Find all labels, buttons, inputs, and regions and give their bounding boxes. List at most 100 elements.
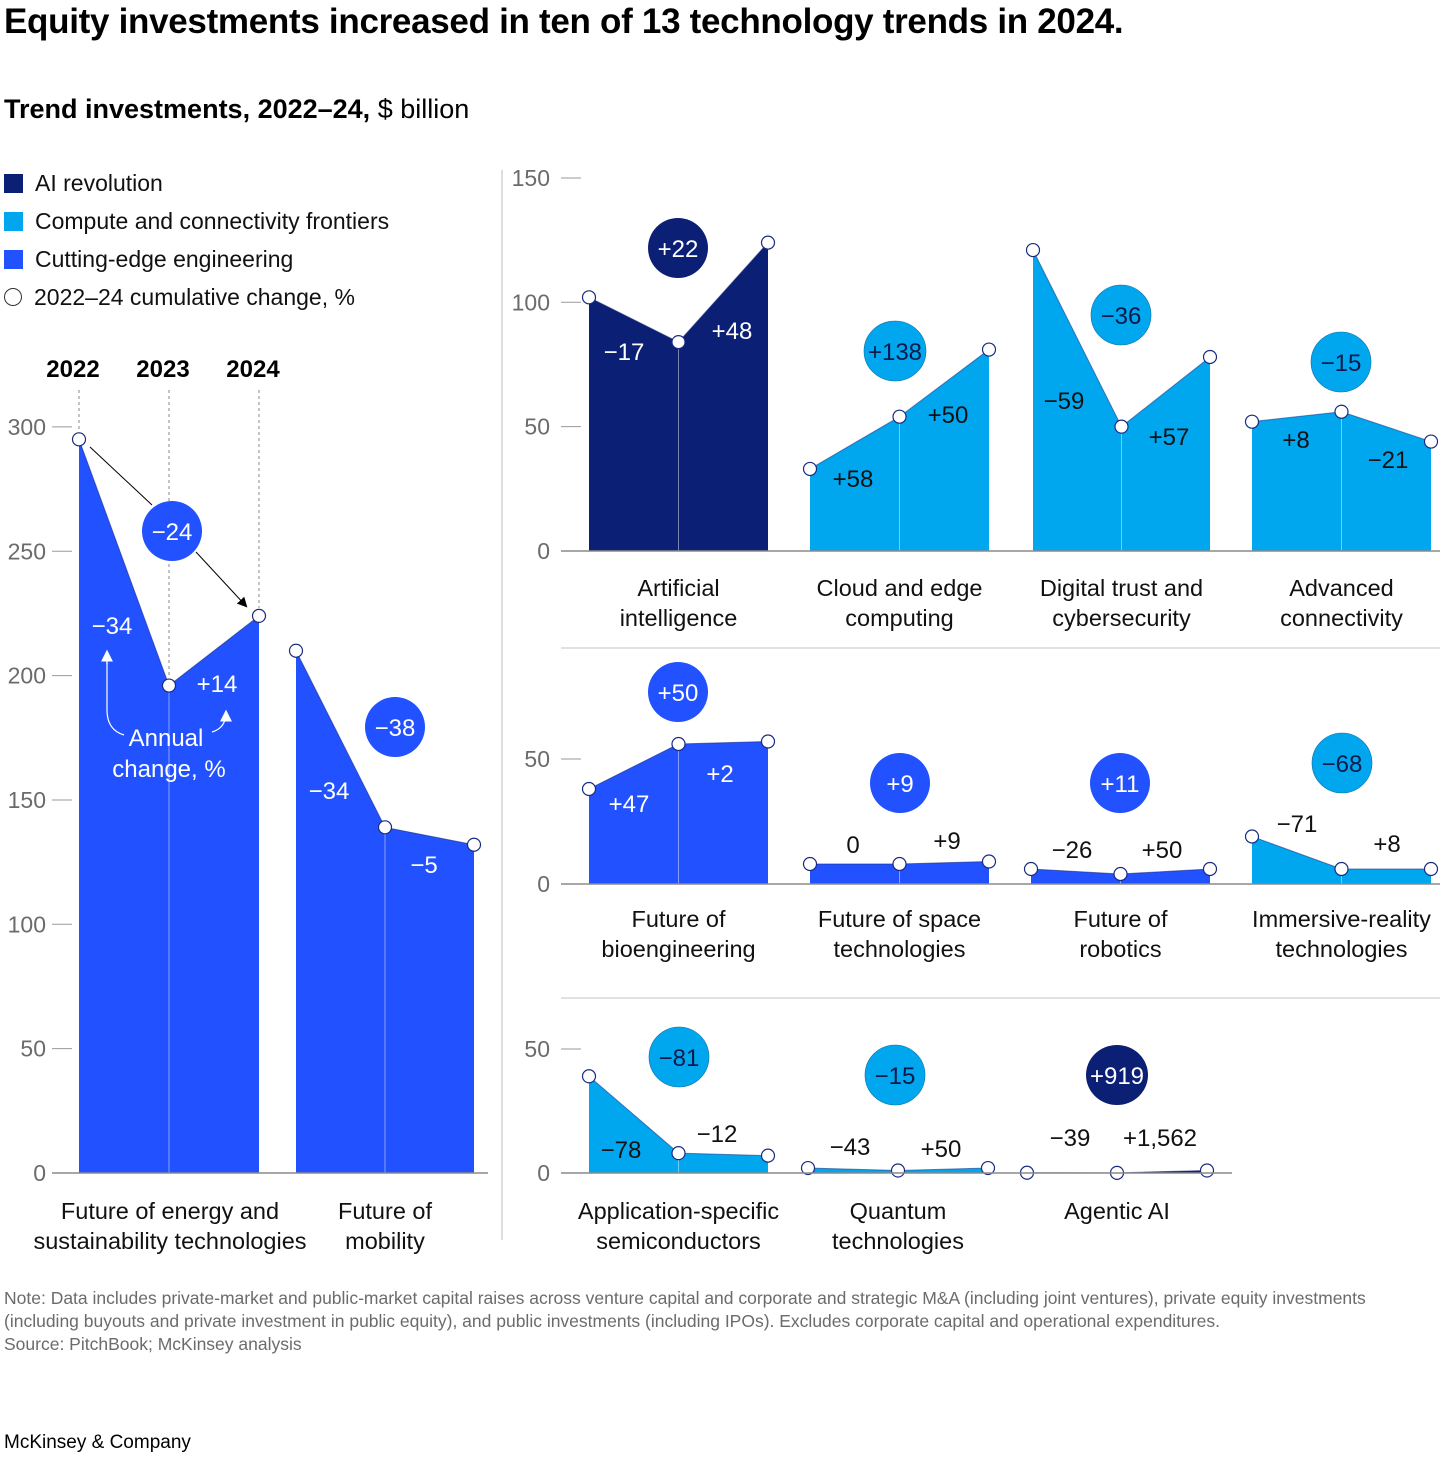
y-tick-label: 50	[20, 1036, 46, 1062]
series-immersive-reality-technologies: −71 +8 −68 Immersive-reality technologies	[1244, 732, 1439, 962]
y-tick-label: 0	[537, 871, 550, 897]
area-mark	[589, 1076, 768, 1173]
series-advanced-connectivity: +8 −21 −15 Advanced connectivity	[1244, 331, 1439, 631]
annotation-label: Annual	[129, 725, 204, 752]
annual-change-label: +48	[712, 318, 753, 345]
category-label: Immersive-reality	[1252, 906, 1431, 932]
legend: AI revolution Compute and connectivity f…	[4, 164, 389, 316]
category-label: Agentic AI	[1064, 1198, 1170, 1224]
annual-change-label: −34	[92, 613, 133, 640]
series-digital-trust-and-cybersecurity: −59 +57 −36 Digital trust and cybersecurity	[1025, 242, 1218, 631]
subtitle-main: Trend investments, 2022–24,	[4, 94, 371, 124]
cumulative-change-bubble	[1086, 1045, 1148, 1105]
area-mark	[296, 650, 474, 1173]
y-tick-label: 0	[537, 538, 550, 564]
area-mark	[810, 349, 989, 551]
cumulative-change-label: −68	[1322, 751, 1363, 778]
area-mark	[589, 741, 768, 884]
y-tick-label: 250	[8, 538, 46, 564]
cumulative-change-bubble	[648, 662, 708, 722]
series-cloud-and-edge-computing: +58 +50 +138 Cloud and edge computing	[802, 320, 997, 631]
category-label: connectivity	[1280, 605, 1403, 631]
annual-change-label: −17	[604, 339, 645, 366]
data-point-2023	[892, 856, 907, 872]
data-point-2023	[671, 736, 686, 752]
annual-change-label: −26	[1052, 837, 1093, 864]
category-label: Future of	[1073, 906, 1168, 932]
data-point-2024	[1423, 861, 1439, 877]
category-label: Cloud and edge	[817, 575, 983, 601]
legend-label: 2022–24 cumulative change, %	[34, 283, 355, 310]
annual-change-label: +50	[1142, 837, 1183, 864]
cumulative-change-bubble	[142, 501, 202, 561]
annotation-label: change, %	[112, 756, 225, 783]
data-point-2024	[980, 1160, 996, 1176]
y-tick-label: 200	[8, 663, 46, 689]
cumulative-change-label: −24	[152, 519, 193, 546]
cumulative-change-label: −15	[1321, 350, 1362, 377]
area-mark	[589, 242, 768, 551]
category-label: cybersecurity	[1052, 605, 1191, 631]
cumulative-change-bubble	[863, 320, 927, 382]
annual-change-label: −59	[1044, 388, 1085, 415]
annual-change-label: +8	[1282, 427, 1309, 454]
data-point-2023	[1334, 861, 1349, 877]
series-future-of-space-technologies: 0 +9 +9 Future of space technologies	[802, 753, 997, 962]
data-point-2024	[981, 854, 997, 869]
area-mark	[1252, 411, 1431, 551]
cumulative-change-bubble	[648, 218, 708, 278]
panel-middle-right: 0 50 +47 +2 +50 Future of bioengineering 0 +9 +9 F…	[524, 662, 1440, 962]
cumulative-change-label: +9	[886, 771, 913, 798]
legend-item-ai-revolution: AI revolution	[4, 164, 389, 202]
annual-change-label: +8	[1373, 831, 1400, 858]
data-point-2024	[1202, 349, 1218, 365]
cumulative-change-bubble	[365, 697, 425, 757]
cumulative-change-bubble	[870, 753, 930, 813]
cumulative-change-bubble	[864, 1044, 926, 1106]
category-label: Future of energy and	[61, 1198, 279, 1224]
y-tick-label: 150	[8, 787, 46, 813]
category-label: Application-specific	[578, 1198, 779, 1224]
cumulative-change-bubble	[1090, 284, 1152, 346]
y-tick-label: 0	[33, 1160, 46, 1186]
y-tick-label: 50	[524, 414, 550, 440]
category-label: Quantum	[850, 1198, 947, 1224]
data-point-2024	[1202, 861, 1218, 877]
annual-change-label: +9	[933, 828, 960, 855]
category-label: Future of space	[818, 906, 981, 932]
panel-top-right: 0 50 100 150 −17 +48 +22 Artificial intelligence…	[512, 165, 1440, 631]
cumulative-change-label: −36	[1101, 303, 1142, 330]
category-label: Future of	[631, 906, 726, 932]
annual-change-label: +2	[706, 761, 733, 788]
cumulative-arrow-icon	[195, 551, 248, 608]
year-label-2023: 2023	[136, 356, 189, 383]
annual-change-label: −39	[1050, 1125, 1091, 1152]
category-label: mobility	[345, 1228, 425, 1254]
y-tick-label: 50	[524, 746, 550, 772]
data-point-2023	[377, 820, 393, 835]
legend-swatch-icon	[4, 211, 23, 231]
chart-subtitle: Trend investments, 2022–24, $ billion	[4, 94, 469, 125]
series-agentic-ai: −39 +1,562 +919 Agentic AI	[1019, 1045, 1215, 1224]
chart-canvas: 0 50 100 150 200 250 300 2022 2023 2024 −34 +14 −24 F…	[8, 165, 1440, 1254]
data-point-2024	[1423, 434, 1439, 449]
data-point-2023	[671, 334, 686, 350]
data-point-2024	[1199, 1163, 1215, 1178]
category-label: technologies	[834, 936, 966, 962]
category-label: technologies	[832, 1228, 964, 1254]
area-mark	[79, 439, 259, 1174]
callout-arrow-icon	[211, 709, 232, 733]
data-point-2022	[1244, 414, 1260, 429]
annual-change-label: +50	[921, 1136, 962, 1163]
data-point-2022	[1244, 829, 1260, 844]
data-point-2022	[581, 290, 597, 305]
area-mark	[1033, 250, 1210, 551]
cumulative-change-label: +50	[658, 680, 699, 707]
y-tick-label: 150	[512, 165, 550, 191]
data-point-2023	[890, 1163, 906, 1178]
chart-title: Equity investments increased in ten of 1…	[4, 2, 1124, 41]
category-label: bioengineering	[601, 936, 755, 962]
cumulative-change-label: −15	[875, 1063, 916, 1090]
data-point-2023	[1334, 404, 1349, 419]
annual-change-label: −78	[601, 1137, 642, 1164]
